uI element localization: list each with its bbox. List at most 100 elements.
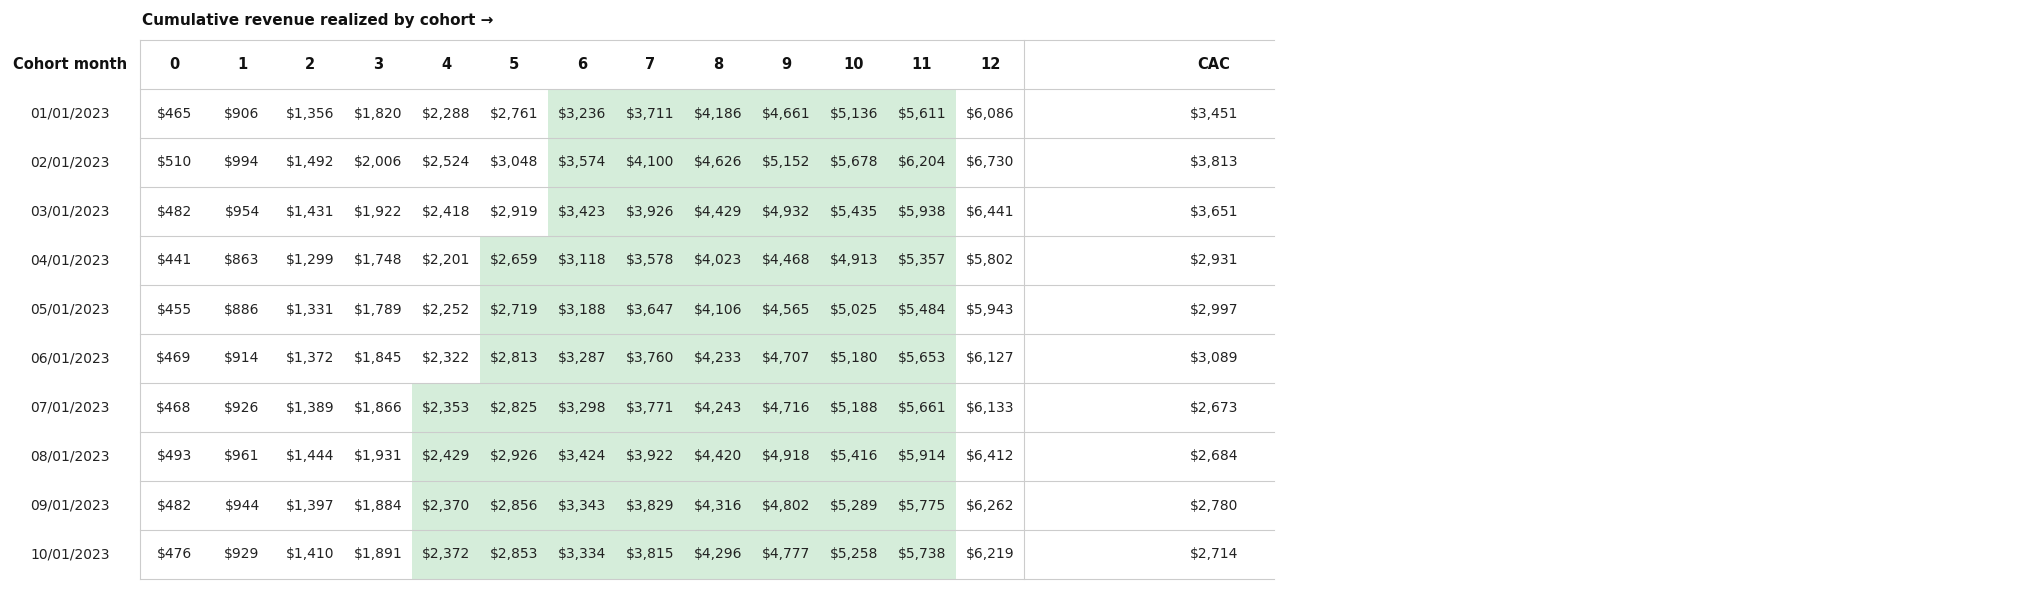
Text: $3,578: $3,578 xyxy=(626,254,673,267)
Text: $5,025: $5,025 xyxy=(830,303,879,316)
Text: $2,673: $2,673 xyxy=(1190,401,1239,415)
Text: 0: 0 xyxy=(169,57,179,72)
Text: 03/01/2023: 03/01/2023 xyxy=(31,205,110,218)
Text: $994: $994 xyxy=(224,156,260,169)
Text: $2,659: $2,659 xyxy=(490,254,539,267)
Text: $1,931: $1,931 xyxy=(354,450,403,464)
Text: $6,262: $6,262 xyxy=(966,499,1015,513)
Text: $6,127: $6,127 xyxy=(966,352,1015,365)
Text: $6,086: $6,086 xyxy=(966,107,1015,120)
Text: $5,678: $5,678 xyxy=(830,156,879,169)
Text: $4,626: $4,626 xyxy=(694,156,742,169)
Text: 8: 8 xyxy=(712,57,724,72)
Bar xyxy=(413,383,956,432)
Text: 10/01/2023: 10/01/2023 xyxy=(31,548,110,562)
Text: $3,815: $3,815 xyxy=(626,548,673,562)
Text: $465: $465 xyxy=(157,107,191,120)
Text: Cumulative revenue realized by cohort →: Cumulative revenue realized by cohort → xyxy=(142,12,494,28)
Text: $493: $493 xyxy=(157,450,191,464)
Text: $1,884: $1,884 xyxy=(354,499,403,513)
Text: $944: $944 xyxy=(224,499,260,513)
Text: $482: $482 xyxy=(157,205,191,218)
Text: $1,891: $1,891 xyxy=(354,548,403,562)
Text: $1,431: $1,431 xyxy=(285,205,334,218)
Text: $5,357: $5,357 xyxy=(897,254,946,267)
Text: $441: $441 xyxy=(157,254,191,267)
Text: $1,748: $1,748 xyxy=(354,254,403,267)
Text: $3,760: $3,760 xyxy=(626,352,673,365)
Text: $3,813: $3,813 xyxy=(1190,156,1239,169)
Text: $3,451: $3,451 xyxy=(1190,107,1239,120)
Text: $5,258: $5,258 xyxy=(830,548,879,562)
Text: $4,100: $4,100 xyxy=(626,156,673,169)
Text: $2,825: $2,825 xyxy=(490,401,539,415)
Text: $5,738: $5,738 xyxy=(897,548,946,562)
Text: $2,322: $2,322 xyxy=(421,352,470,365)
Text: $6,133: $6,133 xyxy=(966,401,1015,415)
Text: $1,922: $1,922 xyxy=(354,205,403,218)
Text: $2,780: $2,780 xyxy=(1190,499,1239,513)
Text: $4,932: $4,932 xyxy=(763,205,810,218)
Text: $468: $468 xyxy=(157,401,191,415)
Text: $4,468: $4,468 xyxy=(763,254,810,267)
Text: $3,188: $3,188 xyxy=(557,303,606,316)
Text: $5,611: $5,611 xyxy=(897,107,946,120)
Text: $4,106: $4,106 xyxy=(694,303,742,316)
Text: $6,730: $6,730 xyxy=(966,156,1015,169)
Text: $2,761: $2,761 xyxy=(490,107,539,120)
Text: 06/01/2023: 06/01/2023 xyxy=(31,352,110,365)
Text: $3,334: $3,334 xyxy=(557,548,606,562)
Text: $4,802: $4,802 xyxy=(763,499,810,513)
Text: $1,845: $1,845 xyxy=(354,352,403,365)
Text: $2,372: $2,372 xyxy=(421,548,470,562)
Text: $2,370: $2,370 xyxy=(421,499,470,513)
Text: CAC: CAC xyxy=(1198,57,1231,72)
Text: $455: $455 xyxy=(157,303,191,316)
Text: $1,331: $1,331 xyxy=(285,303,334,316)
Text: $3,574: $3,574 xyxy=(557,156,606,169)
Text: $5,914: $5,914 xyxy=(897,450,946,464)
Text: $4,296: $4,296 xyxy=(694,548,742,562)
Bar xyxy=(480,334,956,383)
Text: $954: $954 xyxy=(224,205,260,218)
Text: $510: $510 xyxy=(157,156,191,169)
Text: 04/01/2023: 04/01/2023 xyxy=(31,254,110,267)
Text: $2,931: $2,931 xyxy=(1190,254,1239,267)
Text: Cohort month: Cohort month xyxy=(12,57,126,72)
Bar xyxy=(480,285,956,334)
Text: $3,922: $3,922 xyxy=(626,450,673,464)
Text: 7: 7 xyxy=(645,57,655,72)
Bar xyxy=(547,187,956,236)
Text: $3,829: $3,829 xyxy=(626,499,673,513)
Text: $4,661: $4,661 xyxy=(761,107,810,120)
Bar xyxy=(547,138,956,187)
Text: $5,653: $5,653 xyxy=(897,352,946,365)
Text: $476: $476 xyxy=(157,548,191,562)
Text: $5,775: $5,775 xyxy=(897,499,946,513)
Text: $2,684: $2,684 xyxy=(1190,450,1239,464)
Text: $3,118: $3,118 xyxy=(557,254,606,267)
Text: $2,288: $2,288 xyxy=(421,107,470,120)
Text: $4,243: $4,243 xyxy=(694,401,742,415)
Text: $3,711: $3,711 xyxy=(626,107,673,120)
Bar xyxy=(413,481,956,530)
Text: $6,412: $6,412 xyxy=(966,450,1015,464)
Text: $2,006: $2,006 xyxy=(354,156,403,169)
Text: $2,997: $2,997 xyxy=(1190,303,1239,316)
Text: 01/01/2023: 01/01/2023 xyxy=(31,107,110,120)
Text: $482: $482 xyxy=(157,499,191,513)
Text: $5,943: $5,943 xyxy=(966,303,1015,316)
Text: $4,186: $4,186 xyxy=(694,107,742,120)
Text: $3,424: $3,424 xyxy=(557,450,606,464)
Text: $3,236: $3,236 xyxy=(557,107,606,120)
Text: $4,777: $4,777 xyxy=(763,548,810,562)
Text: $5,152: $5,152 xyxy=(763,156,810,169)
Text: $4,565: $4,565 xyxy=(763,303,810,316)
Text: 07/01/2023: 07/01/2023 xyxy=(31,401,110,415)
Text: $929: $929 xyxy=(224,548,260,562)
Text: $2,418: $2,418 xyxy=(421,205,470,218)
Text: $1,299: $1,299 xyxy=(285,254,334,267)
Bar xyxy=(413,432,956,481)
Text: $3,343: $3,343 xyxy=(557,499,606,513)
Text: $886: $886 xyxy=(224,303,260,316)
